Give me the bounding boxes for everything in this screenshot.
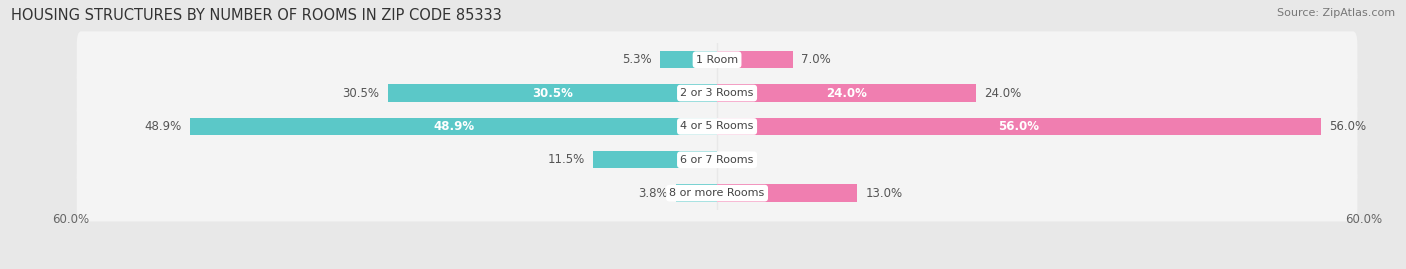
Bar bbox=[388, 84, 717, 102]
Text: HOUSING STRUCTURES BY NUMBER OF ROOMS IN ZIP CODE 85333: HOUSING STRUCTURES BY NUMBER OF ROOMS IN… bbox=[11, 8, 502, 23]
Bar bbox=[190, 118, 717, 135]
Text: 30.5%: 30.5% bbox=[343, 87, 380, 100]
Bar bbox=[717, 118, 1320, 135]
FancyBboxPatch shape bbox=[77, 31, 1357, 88]
Text: 0.0%: 0.0% bbox=[725, 153, 755, 166]
Text: 1 Room: 1 Room bbox=[696, 55, 738, 65]
Text: 24.0%: 24.0% bbox=[825, 87, 868, 100]
Text: 8 or more Rooms: 8 or more Rooms bbox=[669, 188, 765, 198]
Text: 56.0%: 56.0% bbox=[1329, 120, 1367, 133]
FancyBboxPatch shape bbox=[77, 98, 1357, 155]
Bar bbox=[659, 51, 717, 68]
FancyBboxPatch shape bbox=[77, 132, 1357, 188]
Text: 48.9%: 48.9% bbox=[143, 120, 181, 133]
Text: 56.0%: 56.0% bbox=[998, 120, 1039, 133]
Legend: Owner-occupied, Renter-occupied: Owner-occupied, Renter-occupied bbox=[591, 268, 844, 269]
Text: 11.5%: 11.5% bbox=[547, 153, 585, 166]
Text: 24.0%: 24.0% bbox=[984, 87, 1022, 100]
Text: Source: ZipAtlas.com: Source: ZipAtlas.com bbox=[1277, 8, 1395, 18]
Text: 48.9%: 48.9% bbox=[433, 120, 474, 133]
Text: 13.0%: 13.0% bbox=[866, 187, 903, 200]
Bar bbox=[717, 84, 976, 102]
Text: 2 or 3 Rooms: 2 or 3 Rooms bbox=[681, 88, 754, 98]
FancyBboxPatch shape bbox=[77, 65, 1357, 121]
Bar bbox=[717, 51, 793, 68]
Text: 3.8%: 3.8% bbox=[638, 187, 668, 200]
Text: 6 or 7 Rooms: 6 or 7 Rooms bbox=[681, 155, 754, 165]
Bar bbox=[593, 151, 717, 168]
Bar bbox=[717, 185, 858, 202]
Text: 4 or 5 Rooms: 4 or 5 Rooms bbox=[681, 121, 754, 132]
FancyBboxPatch shape bbox=[77, 165, 1357, 221]
Text: 30.5%: 30.5% bbox=[533, 87, 574, 100]
Bar bbox=[676, 185, 717, 202]
Text: 7.0%: 7.0% bbox=[801, 53, 831, 66]
Text: 5.3%: 5.3% bbox=[621, 53, 651, 66]
